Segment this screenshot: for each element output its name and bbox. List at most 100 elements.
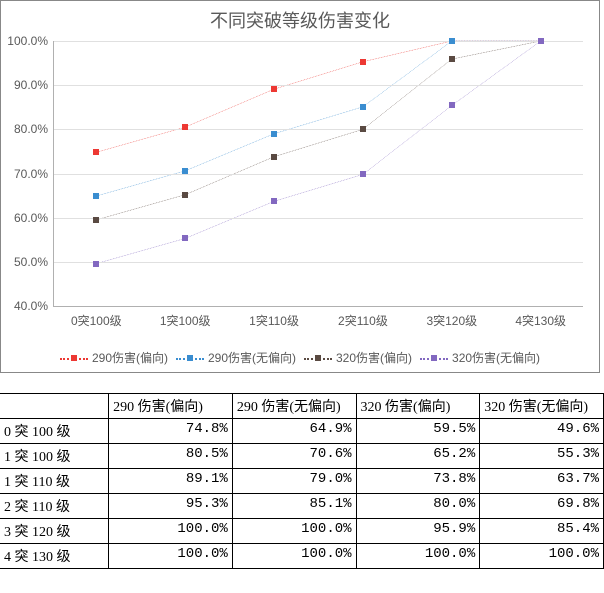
- y-tick-label: 100.0%: [7, 34, 48, 48]
- series-marker: [271, 154, 277, 160]
- legend-swatch: [176, 354, 204, 362]
- series-marker: [182, 124, 188, 130]
- table-cell: 85.4%: [480, 519, 604, 544]
- legend-label: 320伤害(无偏向): [452, 349, 540, 366]
- y-tick-label: 50.0%: [14, 255, 48, 269]
- table-cell: 59.5%: [356, 419, 480, 444]
- legend-item: 290伤害(偏向): [60, 349, 168, 366]
- table-cell: 55.3%: [480, 444, 604, 469]
- table-cell: 100.0%: [232, 519, 356, 544]
- x-tick-label: 3突120级: [426, 312, 477, 329]
- legend-item: 320伤害(无偏向): [420, 349, 540, 366]
- series-marker: [93, 149, 99, 155]
- series-marker: [93, 193, 99, 199]
- gridline: [54, 218, 583, 219]
- y-tick-label: 90.0%: [14, 78, 48, 92]
- x-tick-label: 1突100级: [160, 312, 211, 329]
- table-row: 3 突 120 级100.0%100.0%95.9%85.4%: [0, 519, 604, 544]
- series-marker: [449, 56, 455, 62]
- table-cell: 74.8%: [109, 419, 233, 444]
- table-column-header: 320 伤害(无偏向): [480, 394, 604, 419]
- table-cell: 49.6%: [480, 419, 604, 444]
- table-cell: 64.9%: [232, 419, 356, 444]
- legend-swatch: [60, 354, 88, 362]
- series-marker: [360, 59, 366, 65]
- table-row: 2 突 110 级95.3%85.1%80.0%69.8%: [0, 494, 604, 519]
- table-row-header: 0 突 100 级: [0, 419, 109, 444]
- table-cell: 69.8%: [480, 494, 604, 519]
- table-cell: 63.7%: [480, 469, 604, 494]
- table-cell: 65.2%: [356, 444, 480, 469]
- gridline: [54, 41, 583, 42]
- series-marker: [360, 126, 366, 132]
- series-marker: [93, 261, 99, 267]
- series-marker: [360, 171, 366, 177]
- table-cell: 73.8%: [356, 469, 480, 494]
- chart-legend: 290伤害(偏向) 290伤害(无偏向) 320伤害(偏向) 320伤害(无偏向): [9, 345, 591, 366]
- gridline: [54, 129, 583, 130]
- series-marker: [93, 217, 99, 223]
- y-tick-label: 60.0%: [14, 211, 48, 225]
- table-cell: 100.0%: [232, 544, 356, 569]
- legend-label: 290伤害(偏向): [92, 349, 168, 366]
- x-tick-label: 2突110级: [338, 312, 388, 329]
- table-corner-cell: [0, 394, 109, 419]
- table-column-header: 290 伤害(无偏向): [232, 394, 356, 419]
- series-marker: [271, 86, 277, 92]
- table-cell: 95.9%: [356, 519, 480, 544]
- gridline: [54, 262, 583, 263]
- table-row: 1 突 110 级89.1%79.0%73.8%63.7%: [0, 469, 604, 494]
- table-cell: 85.1%: [232, 494, 356, 519]
- table-cell: 79.0%: [232, 469, 356, 494]
- table-cell: 70.6%: [232, 444, 356, 469]
- series-marker: [360, 104, 366, 110]
- series-line: [96, 41, 540, 152]
- table-cell: 95.3%: [109, 494, 233, 519]
- x-tick-label: 4突130级: [515, 312, 566, 329]
- y-tick-label: 40.0%: [14, 299, 48, 313]
- chart-container: 不同突破等级伤害变化 40.0%50.0%60.0%70.0%80.0%90.0…: [0, 0, 600, 373]
- gridline: [54, 85, 583, 86]
- table-cell: 89.1%: [109, 469, 233, 494]
- series-marker: [182, 192, 188, 198]
- chart-title: 不同突破等级伤害变化: [9, 7, 591, 33]
- legend-swatch: [304, 354, 332, 362]
- x-tick-label: 0突100级: [71, 312, 122, 329]
- series-marker: [182, 168, 188, 174]
- table-row: 1 突 100 级80.5%70.6%65.2%55.3%: [0, 444, 604, 469]
- data-table: 290 伤害(偏向)290 伤害(无偏向)320 伤害(偏向)320 伤害(无偏…: [0, 393, 604, 569]
- y-tick-label: 70.0%: [14, 167, 48, 181]
- series-marker: [449, 102, 455, 108]
- plot-inner: 40.0%50.0%60.0%70.0%80.0%90.0%100.0%0突10…: [53, 41, 583, 307]
- table-row-header: 3 突 120 级: [0, 519, 109, 544]
- legend-label: 320伤害(偏向): [336, 349, 412, 366]
- legend-swatch: [420, 354, 448, 362]
- x-tick-label: 1突110级: [249, 312, 299, 329]
- legend-item: 290伤害(无偏向): [176, 349, 296, 366]
- table-cell: 80.5%: [109, 444, 233, 469]
- series-marker: [538, 38, 544, 44]
- y-tick-label: 80.0%: [14, 122, 48, 136]
- table-cell: 100.0%: [356, 544, 480, 569]
- table-cell: 100.0%: [109, 544, 233, 569]
- series-line: [96, 41, 540, 264]
- table-column-header: 290 伤害(偏向): [109, 394, 233, 419]
- series-line: [96, 41, 540, 220]
- table-row-header: 2 突 110 级: [0, 494, 109, 519]
- table-cell: 80.0%: [356, 494, 480, 519]
- table-row-header: 4 突 130 级: [0, 544, 109, 569]
- table-column-header: 320 伤害(偏向): [356, 394, 480, 419]
- table-cell: 100.0%: [109, 519, 233, 544]
- table-row-header: 1 突 110 级: [0, 469, 109, 494]
- series-marker: [182, 235, 188, 241]
- legend-label: 290伤害(无偏向): [208, 349, 296, 366]
- table-row: 4 突 130 级100.0%100.0%100.0%100.0%: [0, 544, 604, 569]
- series-marker: [449, 38, 455, 44]
- gridline: [54, 174, 583, 175]
- plot-area: 40.0%50.0%60.0%70.0%80.0%90.0%100.0%0突10…: [53, 37, 583, 337]
- table-row-header: 1 突 100 级: [0, 444, 109, 469]
- table-header-row: 290 伤害(偏向)290 伤害(无偏向)320 伤害(偏向)320 伤害(无偏…: [0, 394, 604, 419]
- series-marker: [271, 198, 277, 204]
- legend-item: 320伤害(偏向): [304, 349, 412, 366]
- table-cell: 100.0%: [480, 544, 604, 569]
